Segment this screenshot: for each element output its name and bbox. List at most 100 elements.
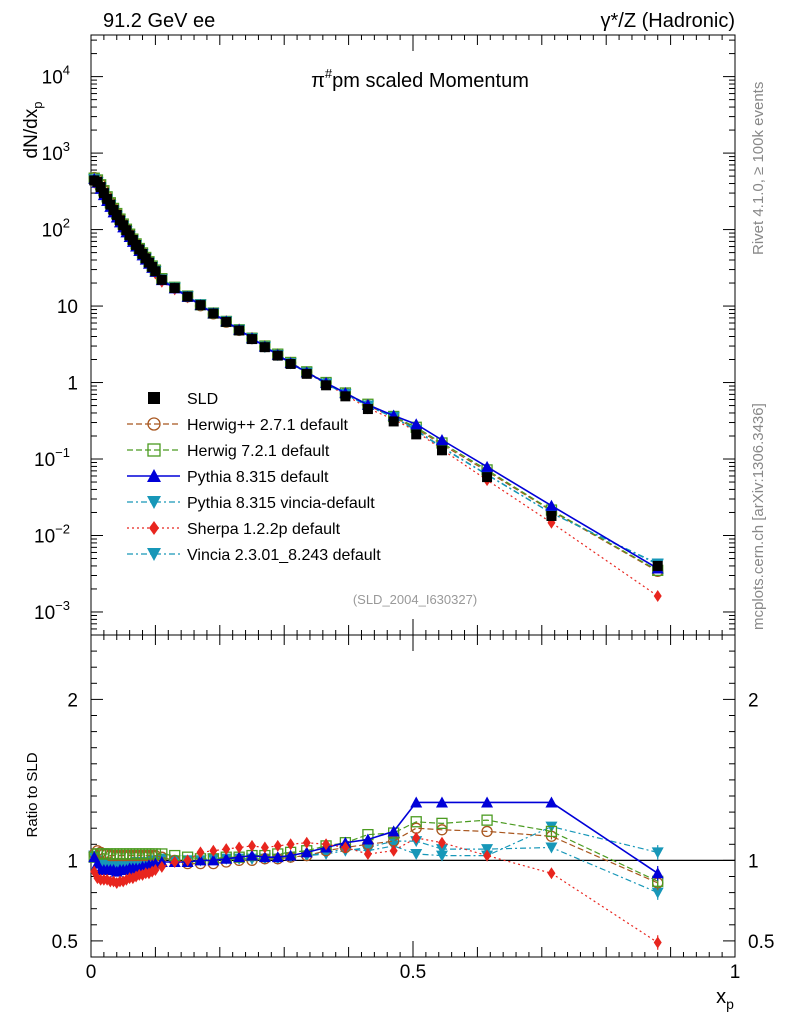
ratio-data-point [271, 851, 284, 863]
ratio-data-point [436, 817, 448, 830]
legend-entry: Herwig++ 2.7.1 default [127, 417, 349, 434]
ratio-data-point [435, 850, 448, 862]
main-data-point [321, 380, 332, 391]
main-y-tick-label: 10−2 [34, 521, 70, 547]
ratio-series-line [93, 827, 658, 884]
analysis-tag: (SLD_2004_I630327) [353, 592, 477, 607]
main-data-point [436, 445, 447, 456]
ratio-series-2 [88, 796, 664, 881]
x-axis-label-sub: p [726, 996, 734, 1012]
ratio-data-point [412, 831, 421, 844]
ratio-data-point [651, 847, 664, 859]
main-frame [90, 34, 736, 636]
legend-entry: Herwig 7.2.1 default [127, 443, 330, 460]
main-data-point [169, 283, 180, 294]
ratio-data-point [209, 844, 218, 857]
ratio-data-point [300, 846, 313, 858]
main-data-point [410, 418, 423, 430]
header-right: γ*/Z (Hadronic) [601, 10, 735, 32]
ratio-data-point [651, 887, 664, 899]
main-data-point [259, 342, 270, 353]
main-y-tick-label-base: 10 [57, 297, 78, 318]
main-data-point [362, 404, 373, 415]
ratio-data-point [302, 836, 311, 849]
ratio-data-point [157, 860, 166, 873]
legend-marker [147, 417, 161, 431]
main-y-axis-label-sub: p [30, 102, 45, 109]
ratio-data-point [361, 833, 374, 845]
ratio-y-axis-label: Ratio to SLD [24, 752, 41, 837]
main-data-point [388, 416, 399, 427]
main-data-point [653, 589, 662, 602]
ratio-data-point [207, 854, 220, 866]
main-data-point [118, 220, 129, 231]
main-data-point [95, 182, 106, 193]
ratio-data-point [322, 838, 331, 851]
ratio-data-point [258, 851, 271, 863]
ratio-data-point [151, 864, 160, 877]
main-series-line [93, 176, 658, 572]
legend-entry: SLD [148, 391, 218, 408]
main-y-tick-label: 10 [57, 297, 78, 318]
main-series-6 [88, 174, 664, 571]
ratio-data-point [260, 841, 269, 854]
main-y-tick-label: 10−1 [34, 445, 70, 471]
ratio-data-point [481, 814, 493, 826]
ratio-data-point [436, 824, 448, 836]
side-label-top: Rivet 4.1.0, ≥ 100k events [750, 82, 767, 255]
legend-marker [147, 548, 161, 561]
main-y-tick-label-exp: −3 [55, 598, 70, 613]
main-data-point [156, 274, 167, 285]
main-data-point [652, 560, 663, 571]
side-label-bottom: mcplots.cern.ch [arXiv:1306.3436] [750, 403, 767, 630]
ratio-data-point [273, 839, 282, 852]
main-data-point [105, 199, 116, 210]
ratio-data-point [547, 867, 556, 880]
main-data-point [481, 460, 494, 472]
main-series-4 [88, 174, 664, 570]
ratio-data-point [437, 836, 446, 849]
legend-entry: Sherpa 1.2.2p default [127, 521, 341, 538]
main-data-point [111, 210, 122, 221]
ratio-y-tick-label: 1 [67, 851, 78, 872]
main-data-point [234, 325, 245, 336]
header-left: 91.2 GeV ee [103, 10, 215, 32]
main-data-point [546, 510, 557, 521]
chart-title-sup: # [325, 66, 333, 81]
ratio-series-group [88, 796, 664, 950]
ratio-data-point [389, 844, 398, 857]
main-series-5 [90, 176, 662, 602]
main-data-point [435, 434, 448, 446]
ratio-data-point [545, 796, 558, 808]
ratio-data-point [170, 856, 179, 869]
legend-label: Sherpa 1.2.2p default [187, 521, 341, 538]
main-series-3 [88, 172, 664, 574]
ratio-data-point [235, 841, 244, 854]
ratio-series-line [93, 801, 659, 874]
ratio-y-tick-label: 2 [67, 690, 78, 711]
x-tick-label: 0 [86, 962, 97, 983]
ratio-series-1 [88, 814, 664, 889]
main-series-line [93, 178, 659, 570]
x-axis-label: xp [716, 986, 734, 1012]
legend-marker [148, 392, 160, 404]
main-y-axis-label-base: dN/dx [21, 108, 42, 158]
ratio-panel: 0.5 0.5 1 1 2 2 0 0.5 1 Ratio to SLD xp [24, 634, 774, 1012]
ratio-data-point [222, 843, 231, 856]
main-y-tick-label-exp: −1 [55, 445, 70, 460]
main-y-tick-label-base: 10 [42, 144, 63, 165]
ratio-data-point [194, 854, 207, 866]
x-tick-label: 0.5 [400, 962, 426, 983]
main-series-1 [88, 171, 664, 577]
legend-label: Vincia 2.3.01_8.243 default [187, 547, 381, 564]
main-y-axis-label: dN/dxp [21, 102, 45, 159]
main-series-group [88, 171, 664, 602]
main-y-tick-label-base: 10 [42, 221, 63, 242]
ratio-axis-ticks: 0.5 0.5 1 1 2 2 0 0.5 1 [52, 634, 774, 983]
legend-entry: Vincia 2.3.01_8.243 default [127, 547, 381, 564]
main-data-point [150, 266, 161, 277]
ratio-data-point [284, 849, 297, 861]
main-y-tick-label-base: 10 [34, 450, 55, 471]
